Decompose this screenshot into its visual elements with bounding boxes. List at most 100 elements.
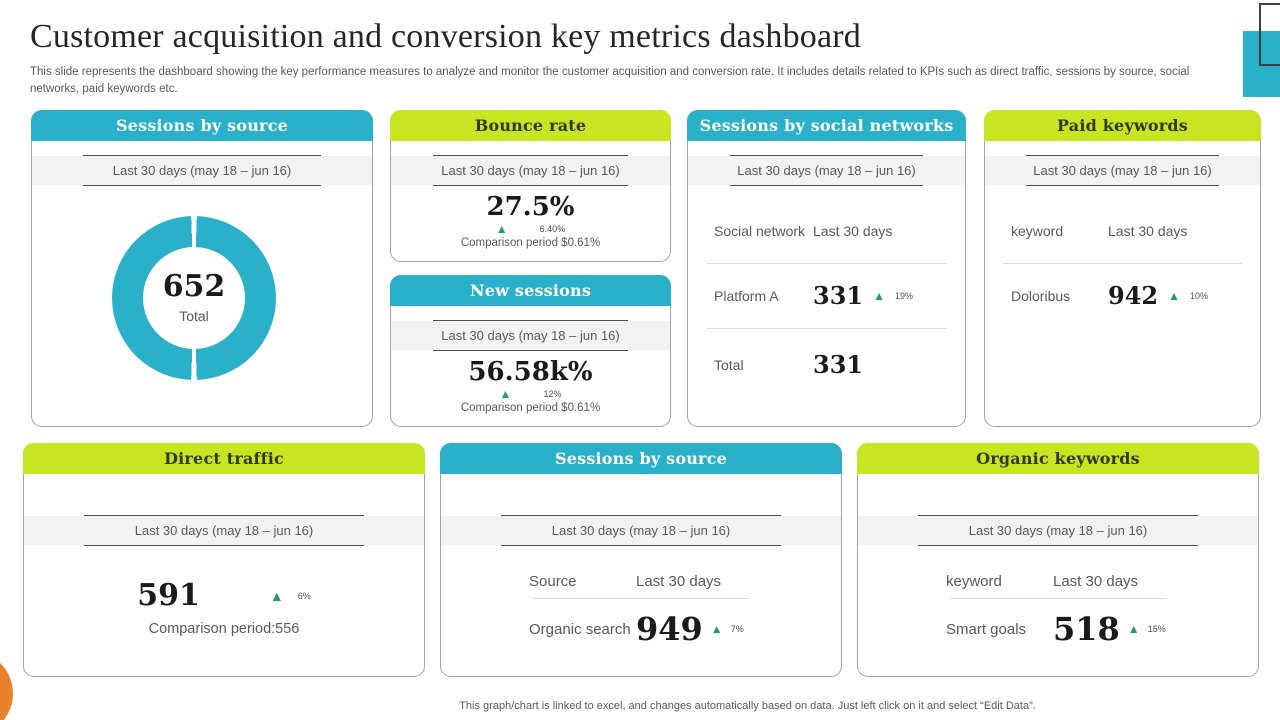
card-title: Sessions by social networks [687,110,966,141]
row-delta: 7% [730,624,744,634]
col-label: Social network [714,223,806,239]
table-header: keyword Last 30 days [858,573,1258,590]
row-delta: 10% [1190,291,1209,301]
col-label: keyword [1011,223,1064,239]
decor-outline-square [1259,3,1280,66]
row-value: 518 [1053,610,1120,648]
col-value: Last 30 days [813,223,893,239]
row-delta: 19% [895,291,914,301]
row-delta: 15% [1147,624,1166,634]
card-direct-traffic[interactable]: Direct traffic Last 30 days (may 18 – ju… [23,443,425,677]
row-label: Smart goals [946,620,1027,638]
comparison-text: Comparison period $0.61% [460,401,601,414]
card-title: Sessions by source [31,110,373,141]
period-label: Last 30 days (may 18 – jun 16) [737,163,916,178]
card-sessions-by-social-networks[interactable]: Sessions by social networks Last 30 days… [687,110,966,427]
period-band: Last 30 days (may 18 – jun 16) [24,515,424,546]
card-paid-keywords[interactable]: Paid keywords Last 30 days (may 18 – jun… [984,110,1261,427]
up-triangle-icon: ▲ [1127,622,1140,636]
comparison-text: Comparison period:556 [148,621,300,637]
divider [706,263,947,264]
donut-hole: 652 Total [143,247,245,349]
comparison-text: Comparison period $0.61% [460,236,601,249]
card-title: Paid keywords [984,110,1261,141]
total-value-group: 331 [813,353,925,377]
kpi-value: 27.5% [486,192,575,222]
row-value-group: 942 ▲ 10% [1108,284,1220,308]
period-band: Last 30 days (may 18 – jun 16) [391,155,670,186]
card-bounce-rate[interactable]: Bounce rate Last 30 days (may 18 – jun 1… [390,110,671,262]
period-band: Last 30 days (may 18 – jun 16) [985,155,1260,186]
row-value: 949 [636,610,703,648]
up-triangle-icon: ▲ [873,289,885,303]
table-header: Source Last 30 days [441,573,841,590]
period-label: Last 30 days (may 18 – jun 16) [441,328,620,343]
card-title: Organic keywords [857,443,1259,474]
up-triangle-icon: ▲ [499,386,512,401]
card-title: Sessions by source [440,443,842,474]
divider [706,328,947,329]
kpi-value: 591 [137,578,200,613]
row-label: Organic search [529,620,631,638]
row-value-group: 331 ▲ 19% [813,284,925,308]
total-label: Total [714,357,744,373]
period-label: Last 30 days (may 18 – jun 16) [441,163,620,178]
card-title: New sessions [390,275,671,306]
delta-group: ▲ 6% [270,589,311,603]
period-band: Last 30 days (may 18 – jun 16) [688,155,965,186]
row-value: 942 [1108,281,1159,310]
donut-area: 652 Total Social 100% [32,185,372,468]
table-row: Smart goals 518 ▲ 15% [858,613,1258,645]
row-value: 331 [813,281,864,310]
kpi-value: 56.58k% [468,357,593,387]
table-header: keyword Last 30 days [985,223,1260,239]
col-value: Last 30 days [1053,573,1139,590]
divider [950,598,1166,599]
period-label: Last 30 days (may 18 – jun 16) [968,523,1148,538]
row-label: Doloribus [1011,288,1071,304]
kpi-row: 591 ▲ 6% [24,581,424,611]
donut-chart[interactable]: 652 Total [112,216,276,380]
col-label: Source [529,573,577,590]
row-value-group: 518 ▲ 15% [1053,613,1188,645]
delta-percent: 12% [543,388,562,399]
page-title: Customer acquisition and conversion key … [30,18,861,55]
card-title: Bounce rate [390,110,671,141]
col-value: Last 30 days [636,573,722,590]
card-new-sessions[interactable]: New sessions Last 30 days (may 18 – jun … [390,275,671,427]
total-value: 331 [813,350,864,379]
up-triangle-icon: ▲ [1168,289,1180,303]
page-subtitle: This slide represents the dashboard show… [30,66,1190,95]
period-label: Last 30 days (may 18 – jun 16) [134,523,314,538]
card-sessions-by-source-donut[interactable]: Sessions by source Last 30 days (may 18 … [31,110,373,468]
card-organic-keywords[interactable]: Organic keywords Last 30 days (may 18 – … [857,443,1259,677]
period-label: Last 30 days (may 18 – jun 16) [1033,163,1212,178]
table-row: Doloribus 942 ▲ 10% [985,284,1260,308]
footer-note: This graph/chart is linked to excel, and… [459,700,1036,712]
col-value: Last 30 days [1108,223,1188,239]
delta-percent: 6.40% [539,223,566,234]
table-total-row: Total 331 [688,353,965,377]
table-row: Organic search 949 ▲ 7% [441,613,841,645]
col-label: keyword [946,573,1002,590]
period-band: Last 30 days (may 18 – jun 16) [32,155,372,186]
table-row: Platform A 331 ▲ 19% [688,284,965,308]
row-value-group: 949 ▲ 7% [636,613,771,645]
decor-orange-circle [0,651,13,720]
delta-row: ▲ 12% [391,388,670,400]
up-triangle-icon: ▲ [269,588,284,604]
period-label: Last 30 days (may 18 – jun 16) [112,163,292,178]
period-band: Last 30 days (may 18 – jun 16) [441,515,841,546]
period-band: Last 30 days (may 18 – jun 16) [858,515,1258,546]
delta-percent: 6% [297,591,311,601]
divider [1003,263,1242,264]
period-label: Last 30 days (may 18 – jun 16) [551,523,731,538]
up-triangle-icon: ▲ [495,221,508,236]
table-header: Social network Last 30 days [688,223,965,239]
period-band: Last 30 days (may 18 – jun 16) [391,320,670,351]
up-triangle-icon: ▲ [710,622,723,636]
card-title: Direct traffic [23,443,425,474]
divider [533,598,749,599]
card-sessions-by-source-table[interactable]: Sessions by source Last 30 days (may 18 … [440,443,842,677]
